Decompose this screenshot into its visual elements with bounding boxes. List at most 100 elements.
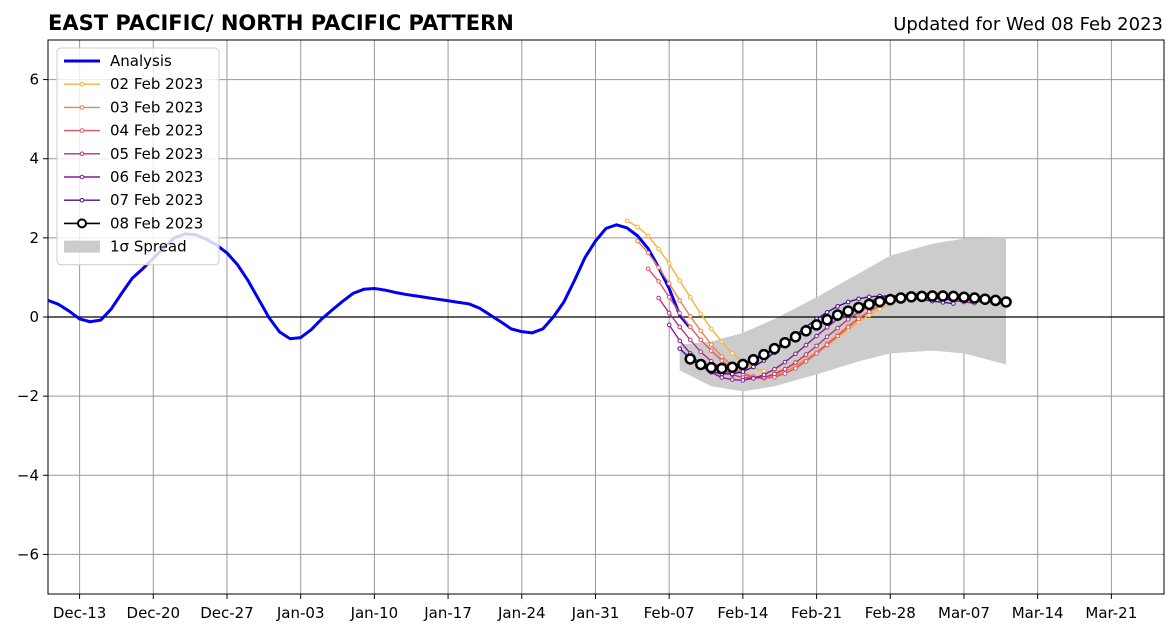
forecast-point bbox=[835, 333, 840, 339]
forecast-point bbox=[761, 368, 767, 374]
y-tick-label: 6 bbox=[29, 71, 39, 89]
x-tick-label: Jan-03 bbox=[276, 604, 325, 622]
forecast-point bbox=[814, 351, 819, 356]
forecast-point bbox=[684, 353, 696, 365]
forecast-point bbox=[789, 331, 802, 343]
forecast-point bbox=[698, 349, 704, 355]
forecast-point bbox=[677, 298, 682, 303]
legend-label: 05 Feb 2023 bbox=[110, 145, 203, 163]
forecast-point bbox=[803, 352, 809, 357]
y-tick-label: 4 bbox=[29, 150, 39, 168]
forecast-point bbox=[866, 294, 872, 300]
forecast-point bbox=[810, 319, 823, 331]
forecast-point bbox=[666, 261, 672, 266]
forecast-point bbox=[968, 292, 981, 304]
forecast-point bbox=[835, 304, 840, 309]
forecast-point bbox=[951, 301, 956, 306]
legend-label: 1σ Spread bbox=[110, 238, 187, 256]
forecast-point bbox=[937, 290, 949, 302]
legend-swatch-marker bbox=[79, 128, 85, 133]
legend-label: 06 Feb 2023 bbox=[110, 168, 203, 186]
y-tick-label: −6 bbox=[17, 545, 39, 563]
x-tick-label: Jan-31 bbox=[571, 604, 620, 622]
forecast-point bbox=[656, 246, 661, 252]
x-tick-label: Dec-13 bbox=[53, 604, 107, 622]
forecast-point bbox=[677, 346, 682, 351]
forecast-point bbox=[884, 293, 897, 306]
forecast-point bbox=[845, 324, 851, 330]
forecast-point bbox=[687, 324, 693, 330]
forecast-point bbox=[793, 366, 798, 371]
forecast-line-2 bbox=[647, 268, 996, 380]
forecast-point bbox=[845, 299, 851, 305]
forecast-point bbox=[761, 372, 767, 378]
forecast-point bbox=[666, 281, 672, 286]
series-group bbox=[47, 218, 1012, 383]
forecast-point bbox=[687, 337, 693, 343]
forecast-point bbox=[779, 336, 791, 349]
legend-swatch-spread bbox=[64, 240, 100, 253]
x-tick-label: Feb-28 bbox=[865, 604, 916, 622]
forecast-point bbox=[698, 311, 704, 317]
forecast-point bbox=[677, 310, 682, 316]
forecast-point bbox=[856, 296, 861, 302]
legend-swatch-marker bbox=[79, 151, 85, 157]
forecast-point bbox=[666, 294, 672, 300]
legend-label: 03 Feb 2023 bbox=[110, 98, 203, 116]
forecast-point bbox=[705, 361, 718, 374]
forecast-point bbox=[645, 250, 651, 256]
forecast-point bbox=[677, 338, 682, 344]
y-tick-label: −4 bbox=[17, 466, 39, 484]
x-axis: Dec-13 Dec-20 Dec-27 Jan-03 Jan-10 Jan-17 Jan-… bbox=[53, 594, 1137, 622]
legend-label: 04 Feb 2023 bbox=[110, 122, 203, 140]
legend-swatch-marker bbox=[79, 197, 85, 203]
y-tick-label: −2 bbox=[17, 387, 39, 405]
x-tick-label: Dec-27 bbox=[200, 604, 254, 622]
forecast-point bbox=[726, 361, 739, 374]
forecast-point bbox=[708, 342, 714, 348]
forecast-point bbox=[730, 351, 735, 356]
legend-swatch-marker bbox=[77, 218, 87, 229]
forecast-point bbox=[635, 238, 640, 244]
forecast-point bbox=[856, 316, 861, 322]
legend: Analysis 02 Feb 2023 03 Feb 2023 04 Feb 202… bbox=[56, 47, 220, 266]
forecast-point bbox=[782, 359, 788, 365]
y-tick-label: 0 bbox=[29, 308, 39, 326]
legend-swatch-marker bbox=[79, 81, 85, 87]
forecast-point bbox=[645, 266, 651, 272]
forecast-point bbox=[772, 371, 777, 377]
x-tick-label: Mar-21 bbox=[1085, 604, 1137, 622]
forecast-point bbox=[979, 293, 991, 305]
y-axis: 6 4 2 0 −2 −4 −6 bbox=[17, 71, 48, 563]
forecast-point bbox=[831, 309, 844, 321]
legend-swatch-marker bbox=[79, 105, 85, 110]
legend-label: 02 Feb 2023 bbox=[110, 75, 203, 93]
forecast-point bbox=[895, 292, 907, 304]
forecast-point bbox=[758, 348, 770, 361]
forecast-point bbox=[916, 290, 928, 303]
forecast-point bbox=[677, 324, 682, 330]
forecast-point bbox=[842, 305, 854, 317]
x-tick-label: Jan-24 bbox=[497, 604, 546, 622]
forecast-point bbox=[947, 290, 960, 303]
forecast-point bbox=[698, 337, 704, 343]
forecast-point bbox=[845, 317, 851, 322]
forecast-point bbox=[635, 224, 640, 230]
forecast-point bbox=[803, 342, 809, 348]
forecast-point bbox=[782, 371, 788, 376]
x-tick-label: Mar-14 bbox=[1012, 604, 1064, 622]
chart-subtitle: Updated for Wed 08 Feb 2023 bbox=[893, 14, 1163, 35]
legend-label: 07 Feb 2023 bbox=[110, 191, 203, 209]
forecast-point bbox=[656, 295, 661, 301]
forecast-point bbox=[768, 342, 781, 355]
forecast-point bbox=[835, 325, 840, 331]
forecast-point bbox=[747, 353, 760, 366]
forecast-point bbox=[751, 364, 756, 370]
y-tick-label: 2 bbox=[29, 229, 39, 247]
forecast-point bbox=[716, 362, 728, 375]
forecast-point bbox=[624, 218, 630, 224]
forecast-point bbox=[824, 309, 830, 315]
forecast-point bbox=[708, 348, 714, 353]
forecast-point bbox=[719, 358, 725, 363]
